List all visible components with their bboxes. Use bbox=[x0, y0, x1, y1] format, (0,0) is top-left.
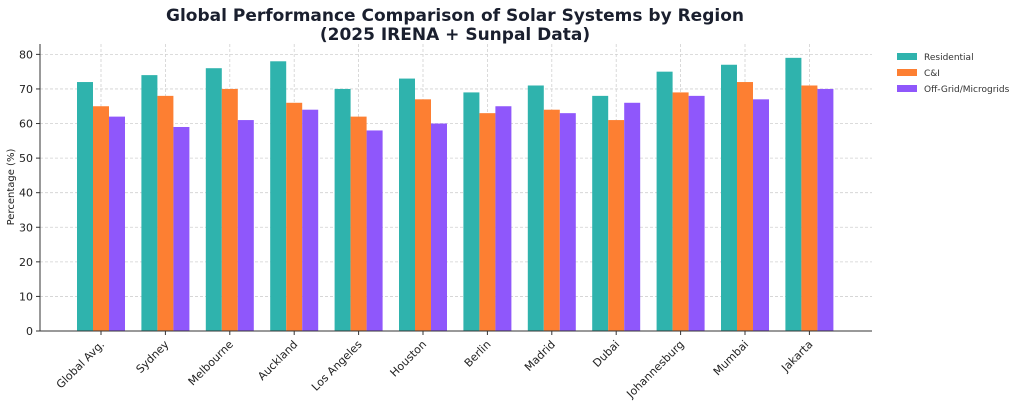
bar-off-grid-microgrids bbox=[366, 130, 383, 331]
bars bbox=[77, 57, 834, 332]
bar-residential bbox=[205, 68, 222, 331]
bar-residential bbox=[334, 88, 351, 331]
x-tick-label: Madrid bbox=[522, 338, 558, 374]
bar-residential bbox=[527, 85, 544, 331]
bar-c-i bbox=[221, 88, 238, 331]
chart-title-line1: Global Performance Comparison of Solar S… bbox=[166, 6, 744, 26]
bar-residential bbox=[656, 71, 673, 331]
bar-c-i bbox=[737, 82, 753, 331]
bar-residential bbox=[77, 82, 93, 331]
bar-off-grid-microgrids bbox=[302, 109, 319, 331]
y-tick-label: 30 bbox=[19, 221, 33, 234]
bar-off-grid-microgrids bbox=[559, 113, 576, 332]
legend-swatch bbox=[897, 69, 917, 76]
bar-off-grid-microgrids bbox=[237, 120, 254, 331]
bar-c-i bbox=[608, 120, 625, 331]
x-tick-label: Sydney bbox=[134, 338, 172, 376]
bar-off-grid-microgrids bbox=[109, 116, 125, 331]
grid bbox=[40, 44, 872, 332]
bar-c-i bbox=[286, 102, 303, 331]
bar-residential bbox=[785, 57, 802, 331]
bar-c-i bbox=[415, 99, 431, 331]
bar-c-i bbox=[157, 95, 174, 332]
bar-c-i bbox=[801, 85, 818, 331]
y-tick-label: 70 bbox=[19, 83, 33, 96]
y-tick-label: 50 bbox=[19, 152, 33, 165]
y-tick-label: 0 bbox=[26, 325, 33, 338]
bar-c-i bbox=[93, 106, 109, 331]
y-axis-label: Percentage (%) bbox=[6, 149, 17, 226]
bar-c-i bbox=[350, 116, 367, 331]
y-tick-label: 10 bbox=[19, 290, 33, 303]
chart-title-line2: (2025 IRENA + Sunpal Data) bbox=[320, 25, 590, 45]
bar-residential bbox=[463, 92, 480, 331]
x-tick-label: Johannesburg bbox=[624, 338, 687, 401]
bar-c-i bbox=[543, 109, 560, 331]
bar-residential bbox=[141, 75, 158, 331]
bar-residential bbox=[592, 95, 609, 332]
y-tick-label: 80 bbox=[19, 48, 33, 61]
legend-swatch bbox=[897, 53, 917, 60]
legend-label: C&I bbox=[924, 69, 940, 79]
legend-label: Off-Grid/Microgrids bbox=[924, 85, 1010, 95]
bar-c-i bbox=[672, 92, 689, 331]
bar-off-grid-microgrids bbox=[817, 88, 834, 331]
bar-residential bbox=[270, 61, 287, 332]
x-tick-label: Los Angeles bbox=[309, 338, 365, 394]
bar-residential bbox=[399, 78, 415, 332]
x-tick-label: Auckland bbox=[255, 338, 300, 383]
x-tick-label: Jakarta bbox=[778, 338, 815, 375]
legend-swatch bbox=[897, 85, 917, 92]
y-tick-label: 40 bbox=[19, 187, 33, 200]
bar-c-i bbox=[479, 113, 496, 332]
x-tick-label: Mumbai bbox=[711, 338, 751, 378]
x-tick-label: Global Avg. bbox=[54, 338, 107, 391]
bar-residential bbox=[721, 64, 737, 332]
bar-off-grid-microgrids bbox=[173, 126, 190, 332]
x-tick-label: Houston bbox=[388, 338, 430, 380]
x-tick-label: Melbourne bbox=[186, 338, 236, 388]
y-tick-label: 20 bbox=[19, 256, 33, 269]
bar-off-grid-microgrids bbox=[753, 99, 769, 331]
x-tick-label: Dubai bbox=[590, 338, 622, 370]
bar-off-grid-microgrids bbox=[495, 106, 512, 331]
y-tick-label: 60 bbox=[19, 118, 33, 131]
bar-off-grid-microgrids bbox=[688, 95, 705, 332]
bar-off-grid-microgrids bbox=[624, 102, 641, 331]
x-tick-label: Berlin bbox=[462, 338, 494, 370]
legend-label: Residential bbox=[924, 53, 974, 63]
bar-off-grid-microgrids bbox=[431, 123, 447, 331]
legend: Residential C&I Off-Grid/Microgrids bbox=[897, 53, 1010, 95]
